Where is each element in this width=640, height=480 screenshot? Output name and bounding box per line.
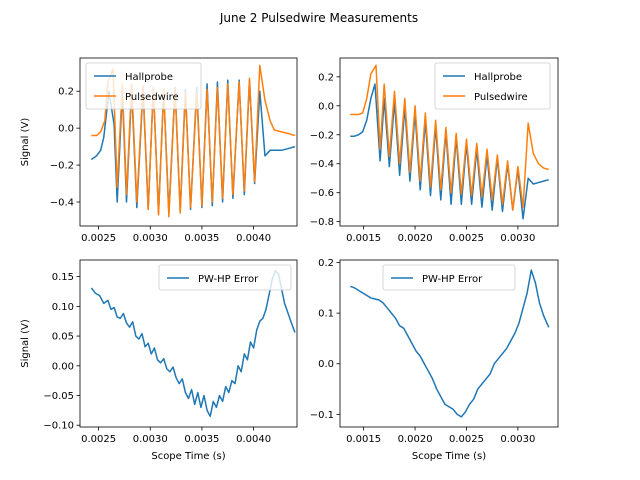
subplot-top-left: 0.0025 0.0030 0.0035 0.0040 −0.4 −0.2 0.0 0.2 Si… (20, 57, 298, 244)
plot-grid: 0.0025 0.0030 0.0035 0.0040 −0.4 −0.2 0.0 0.2 Si… (20, 57, 559, 462)
x-tick-label: 0.0030 (500, 233, 535, 244)
legend-entry: Hallprobe (474, 72, 522, 83)
y-tick-label: −0.4 (50, 198, 74, 209)
y-tick-label: 0.0 (58, 124, 74, 135)
x-tick-label: 0.0025 (449, 233, 484, 244)
subplot-bottom-left: 0.0025 0.0030 0.0035 0.0040 −0.10 −0.05 0.00 0.… (20, 259, 298, 462)
legend-entry: PW-HP Error (422, 274, 483, 285)
legend-entry: Pulsedwire (474, 92, 528, 103)
x-tick-label: 0.0035 (184, 434, 219, 445)
x-tick-label: 0.0015 (346, 233, 381, 244)
x-tick-label: 0.0030 (500, 434, 535, 445)
legend-box (382, 264, 516, 291)
axes-frame (79, 259, 298, 428)
legend: Hallprobe Pulsedwire (85, 62, 202, 110)
legend-box (158, 264, 292, 291)
legend: PW-HP Error (382, 264, 516, 291)
x-tick-label: 0.0040 (236, 233, 271, 244)
x-tick-label: 0.0015 (346, 434, 381, 445)
x-axis-label: Scope Time (s) (151, 451, 225, 462)
x-tick-label: 0.0020 (398, 434, 433, 445)
figure-title: June 2 Pulsedwire Measurements (219, 11, 418, 25)
legend-entry: PW-HP Error (198, 274, 259, 285)
y-tick-label: −0.05 (43, 391, 74, 402)
subplot-top-right: 0.0015 0.0020 0.0025 0.0030 −0.8 −0.6 −0.4 −0.2… (310, 57, 559, 244)
legend-entry: Pulsedwire (125, 92, 179, 103)
y-tick-label: 0.2 (318, 258, 334, 269)
x-tick-label: 0.0035 (184, 233, 219, 244)
y-tick-label: −0.1 (310, 410, 334, 421)
y-tick-label: −0.2 (50, 161, 74, 172)
x-tick-label: 0.0030 (133, 233, 168, 244)
y-tick-label: −0.2 (310, 130, 334, 141)
legend: PW-HP Error (158, 264, 292, 291)
series-line-pw-hp-error (350, 269, 550, 418)
y-tick-label: −0.6 (310, 188, 334, 199)
y-tick-label: 0.00 (52, 361, 74, 372)
x-tick-label: 0.0025 (81, 434, 116, 445)
y-tick-label: 0.10 (52, 302, 74, 313)
x-tick-label: 0.0040 (236, 434, 271, 445)
y-tick-label: 0.0 (318, 359, 334, 370)
y-tick-label: −0.4 (310, 159, 334, 170)
y-tick-label: 0.2 (58, 87, 74, 98)
y-axis-label: Signal (V) (20, 118, 31, 167)
legend-entry: Hallprobe (125, 72, 173, 83)
axes-frame (79, 57, 298, 227)
y-tick-label: 0.0 (318, 101, 334, 112)
y-tick-label: 0.1 (318, 309, 334, 320)
series-line-pulsedwire (350, 64, 549, 211)
legend-box (434, 62, 551, 110)
axes-frame (339, 57, 559, 227)
y-axis-label: Signal (V) (20, 319, 31, 368)
x-axis-label: Scope Time (s) (412, 451, 486, 462)
series-line-pw-hp-error (90, 269, 296, 418)
x-tick-label: 0.0025 (81, 233, 116, 244)
y-tick-label: −0.8 (310, 217, 334, 228)
y-tick-label: 0.15 (52, 272, 74, 283)
legend-box (85, 62, 202, 110)
subplot-bottom-right: 0.0015 0.0020 0.0025 0.0030 −0.1 0.0 0.1 0.2 Sco… (310, 258, 559, 462)
series-line-pulsedwire (91, 64, 296, 218)
x-tick-label: 0.0030 (133, 434, 168, 445)
legend: Hallprobe Pulsedwire (434, 62, 551, 110)
y-tick-label: 0.2 (318, 72, 334, 83)
x-tick-label: 0.0020 (398, 233, 433, 244)
x-tick-label: 0.0025 (449, 434, 484, 445)
y-tick-label: 0.05 (52, 332, 74, 343)
y-tick-label: −0.10 (43, 421, 74, 432)
axes-frame (339, 259, 559, 428)
